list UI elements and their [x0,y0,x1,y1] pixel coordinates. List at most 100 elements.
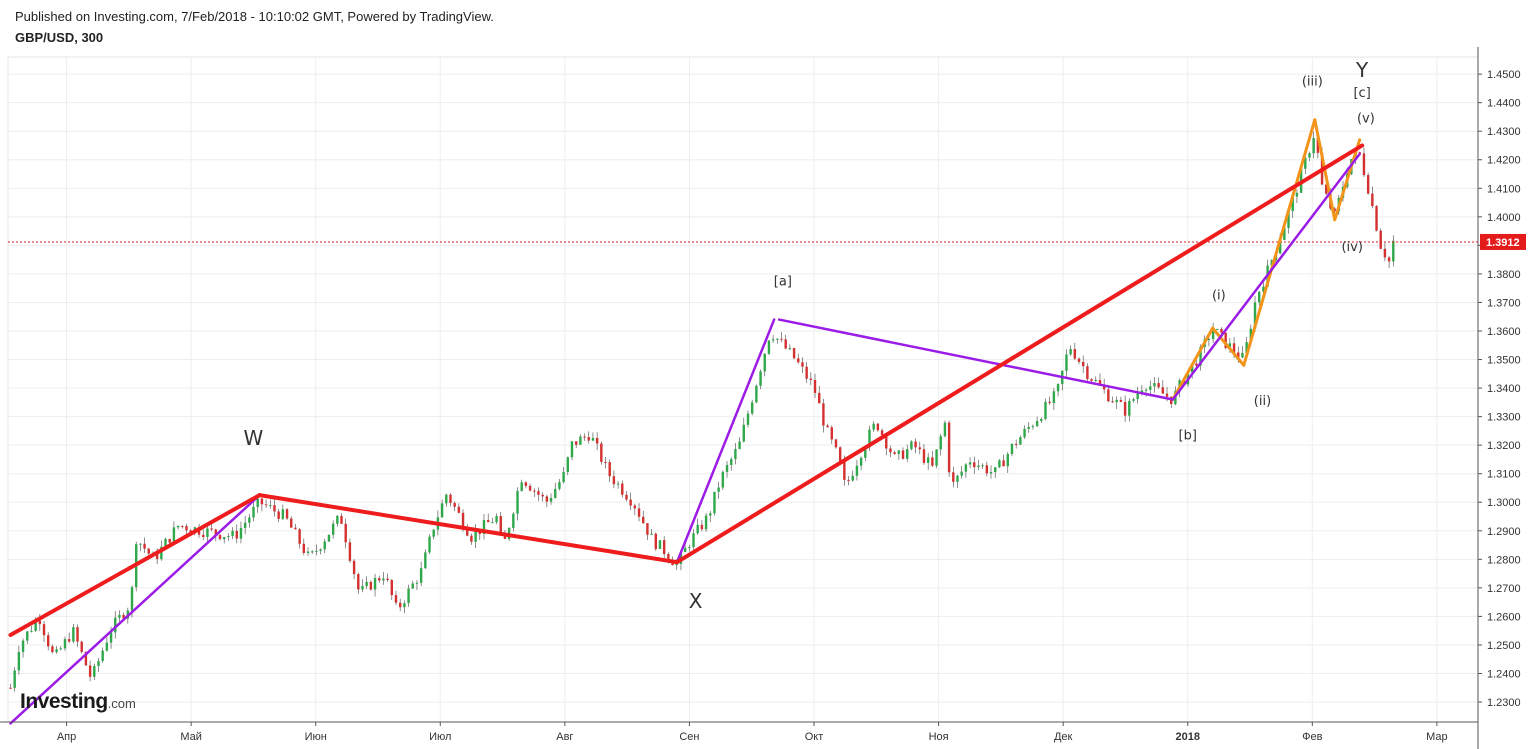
chart-header: Published on Investing.com, 7/Feb/2018 -… [15,8,494,45]
candle-down [889,448,892,453]
candle-up [713,491,716,514]
candle-up [1136,393,1139,400]
candle-up [851,475,854,481]
x-tick-label: Сен [679,731,699,743]
candle-up [239,527,243,539]
candle-up [721,471,725,488]
candle-down [537,491,540,495]
y-tick-label: 1.3800 [1487,269,1521,281]
candle-up [1257,291,1261,303]
candle-up [382,578,385,581]
candle-down [818,392,821,404]
candle-up [105,642,109,651]
candle-down [1123,401,1127,416]
y-tick-label: 1.2400 [1487,668,1521,680]
candle-down [1014,443,1018,445]
candle-up [269,505,272,507]
candle-up [432,529,435,537]
candle-down [386,578,389,580]
candle-up [704,515,708,530]
candle-down [830,427,833,440]
candle-up [319,549,322,551]
candle-down [42,624,46,636]
candle-up [72,627,75,642]
y-tick-label: 1.4300 [1487,126,1521,138]
candle-down [633,505,637,509]
candle-up [93,665,96,677]
y-tick-label: 1.4100 [1487,183,1521,195]
candle-up [331,523,335,535]
candle-down [277,511,280,519]
candle-down [621,483,624,495]
candle-up [482,520,486,535]
candle-up [897,450,901,454]
y-tick-label: 1.3200 [1487,440,1521,452]
candle-up [1140,390,1144,394]
candle-up [910,441,913,450]
candle-down [973,462,976,468]
candle-down [843,461,846,480]
candle-down [189,530,192,533]
candle-up [130,587,134,611]
candle-down [637,508,641,517]
candle-down [214,529,218,535]
candle-down [1325,184,1328,194]
candle-down [1098,380,1102,385]
current-price-label: 1.3912 [1486,237,1520,249]
candle-up [1128,400,1131,416]
candle-down [533,490,536,492]
purple-wave-line [9,493,261,725]
candle-up [323,541,326,550]
candle-up [579,436,582,445]
candle-up [964,464,968,472]
candle-up [1153,383,1156,387]
candle-down [1077,358,1081,362]
candle-up [868,429,871,448]
candle-down [608,462,611,477]
candle-up [1044,401,1047,419]
candle-down [524,482,528,486]
candle-up [424,552,427,569]
candle-up [956,475,959,482]
candle-up [562,472,565,483]
candle-up [1027,426,1030,429]
candle-up [771,339,775,341]
current-price-badge-bg [1480,233,1526,250]
candle-down [185,526,188,531]
candle-up [1132,399,1135,401]
candle-up [717,487,720,492]
candle-up [59,648,62,650]
candle-up [101,650,104,662]
candle-up [763,353,766,372]
candle-up [1270,260,1273,266]
candle-down [378,578,381,581]
candle-down [612,476,616,485]
candle-down [1371,193,1374,207]
candle-down [838,447,842,462]
candle-up [1069,349,1072,355]
red-wave-line [8,493,262,637]
candle-down [1232,343,1236,353]
candle-up [864,447,867,458]
candle-down [80,641,83,652]
candle-down [461,512,465,529]
candle-down [470,535,473,542]
candle-up [776,338,779,340]
candle-up [935,449,938,466]
candle-down [1195,363,1198,366]
candle-up [570,441,574,458]
orange-wave-line [1211,326,1246,367]
y-tick-label: 1.2600 [1487,611,1521,623]
y-tick-label: 1.3700 [1487,297,1521,309]
orange-wave-line [1171,326,1215,401]
candle-down [147,548,150,554]
candle-up [1283,227,1286,241]
candle-up [248,517,251,523]
candle-down [922,449,926,463]
candle-down [574,441,578,445]
candle-down [168,538,171,543]
candle-up [1065,354,1068,371]
investing-logo: Investing.com [20,690,136,714]
candle-down [826,425,829,428]
